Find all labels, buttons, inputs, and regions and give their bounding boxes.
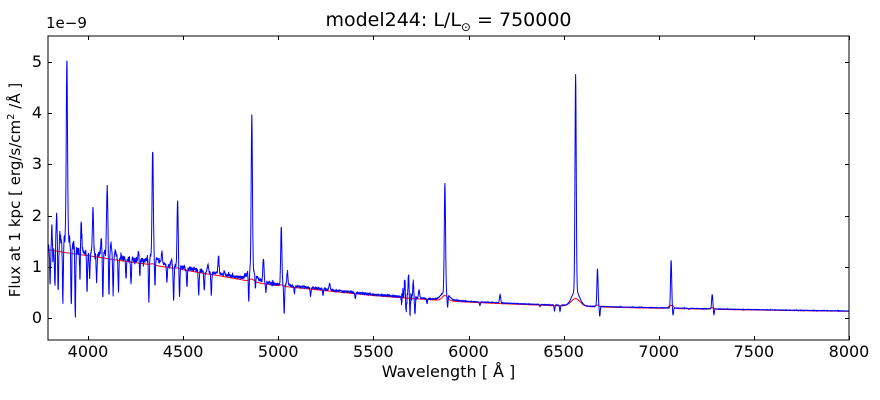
x-tick-label: 4000 [67, 342, 109, 361]
sun-symbol: ⊙ [460, 19, 471, 34]
y-tick-label: 2 [31, 205, 42, 225]
x-tick-label: 4500 [162, 342, 204, 361]
x-tick-label: 8000 [828, 342, 870, 361]
x-tick-label: 7000 [638, 342, 680, 361]
y-tick-label: 3 [31, 154, 42, 174]
plot-title: model244: L/L⊙ = 750000 [48, 9, 849, 34]
x-tick-label: 6500 [543, 342, 584, 361]
plot-frame [47, 35, 850, 341]
spectrum-group [48, 60, 849, 318]
y-tick-label: 1 [31, 256, 42, 276]
x-tick-label: 5000 [257, 342, 299, 361]
y-tick-label: 5 [31, 52, 42, 71]
y-tick-label: 0 [31, 308, 42, 327]
plot-title-text: model244: L/L [325, 9, 461, 31]
y-axis-offset-text: 1e−9 [46, 14, 87, 32]
x-tick-label: 5500 [353, 342, 394, 361]
observed-spectrum-line [48, 60, 849, 318]
x-tick-label: 7500 [733, 342, 775, 361]
plot-title-value: = 750000 [470, 9, 572, 31]
y-tick-label: 4 [31, 103, 42, 123]
x-tick-label: 6000 [448, 342, 489, 361]
x-axis-label: Wavelength [ Å ] [381, 362, 516, 381]
